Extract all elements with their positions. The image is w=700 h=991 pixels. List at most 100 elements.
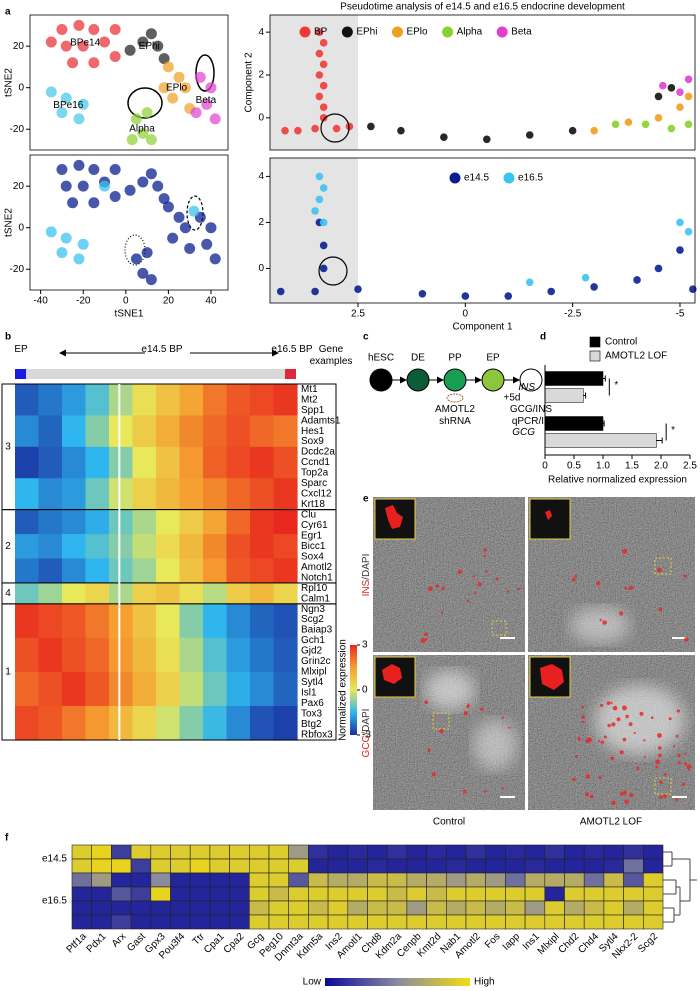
heatmap-cell [15,478,40,511]
heatmap-cell [203,558,228,584]
heatmap-cell [564,858,585,874]
point [60,92,72,104]
heatmap-cell [583,900,605,916]
plot: 20 0 -20 -40 -20 0 20 40 tSNE2 tSNE1 [4,154,229,320]
heatmap-cell [170,900,191,916]
signal-dot [606,701,611,705]
heatmap-cell [203,478,228,511]
bp-marker [285,369,296,379]
heatmap-cell [156,558,181,584]
gene-label: Pdx1 [85,931,109,955]
heatmap-cell [85,509,110,535]
error-bar [603,420,605,427]
heatmap-cell [156,384,181,417]
heatmap-cell [250,637,275,673]
gene-label: Scg2 [636,931,660,955]
bright-region [570,607,630,643]
cluster-label: Beta [196,95,217,106]
heatmap-cell [229,900,250,916]
heatmap-cell [288,844,309,860]
heatmap-cell [130,844,152,860]
gene-label: Mlxipl [536,931,562,957]
point [311,124,319,133]
gene-label: Calm1 [301,593,330,604]
heatmap-cell [62,558,87,584]
heatmap-cell [229,844,250,860]
colorbar-tick-label: 3 [362,640,368,651]
x-axis-label: tSNE1 [115,309,144,320]
point [109,51,121,63]
point [158,193,170,205]
heatmap-cell [38,415,63,448]
heatmap-cell [38,671,63,707]
signal-dot [424,632,428,637]
point [56,164,68,176]
heatmap-cell [179,384,204,417]
heatmap-cell [485,886,506,902]
gene-label: Iapp [501,931,523,953]
signal-dot [472,575,476,578]
point [319,264,328,273]
x-tick-label: 0 [123,296,129,307]
zoom-box [491,620,507,636]
heatmap-cell [62,671,87,707]
bar [544,433,657,448]
heatmap-cell [406,886,427,902]
heatmap-cell [85,637,110,673]
heatmap-cell [109,637,134,673]
stain-label: GCG/DAPI [361,709,372,758]
signal-dot [611,722,616,727]
point [654,114,663,122]
signal-dot [622,705,627,711]
heatmap-cell [15,534,40,560]
point [145,274,157,286]
heatmap-cell [564,886,585,902]
point [315,172,324,181]
signal-dot [643,755,646,758]
heatmap-cell [250,478,275,511]
heatmap-cell [623,914,644,930]
heatmap-cell [156,637,181,673]
panel-label: f [5,833,9,844]
stage-node [406,368,430,392]
heatmap-cell [109,705,134,741]
signal-dot [463,710,469,716]
point [45,226,57,238]
point [158,82,170,94]
signal-dot [485,570,488,573]
legend-label: EPhi [356,27,377,38]
zoom-box [654,777,672,795]
point [145,28,157,40]
heatmap-cell [485,914,506,930]
heatmap-cell [249,844,270,860]
interval-label: +5d [504,393,521,404]
point [689,285,697,293]
point [354,285,362,293]
legend-swatch [496,26,508,38]
heatmap-cell [85,671,110,707]
signal-dot [427,748,431,752]
heatmap-cell [109,534,134,560]
heatmap-cell [38,603,63,639]
colorbar-label: Low [303,977,322,988]
heatmap-cell [111,858,132,874]
x-axis-label: Component 1 [452,322,512,333]
point [88,57,100,69]
signal-dot [462,789,467,794]
gene-label: Mt2 [301,394,318,405]
heatmap-cell [273,582,298,605]
heatmap-cell [426,844,447,860]
heatmap-cell [71,886,93,902]
y-tick-label: 20 [13,181,25,192]
x-tick-label: 2.5 [351,309,365,320]
heatmap-cell [386,900,408,916]
signal-dot [495,577,499,581]
gene-label: Cyr61 [301,520,328,531]
heatmap-cell [623,844,644,860]
point [684,227,693,236]
gene-label: Chd2 [557,931,582,956]
heatmap-cell [268,886,290,902]
signal-dot [655,759,661,765]
bright-region [473,720,517,770]
y-axis-label: tSNE2 [4,208,15,237]
